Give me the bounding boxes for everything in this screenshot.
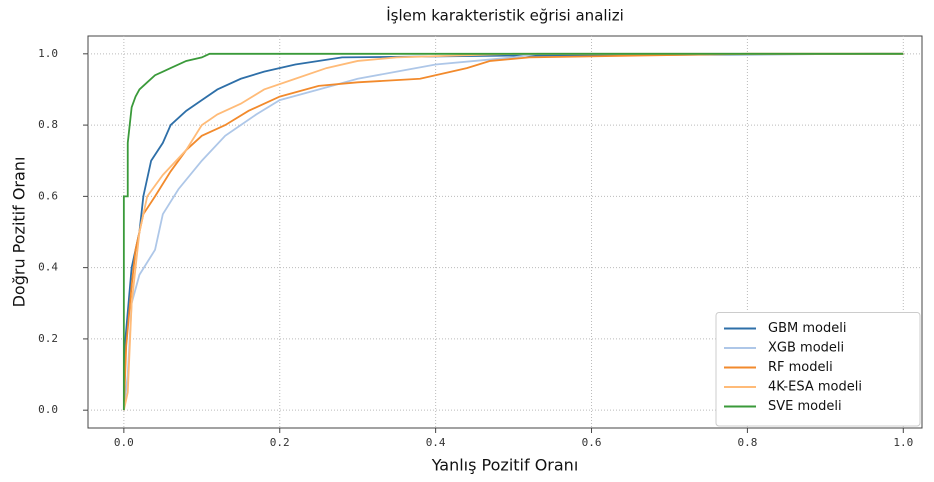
roc-line bbox=[122, 52, 904, 411]
y-tick-label: 0.8 bbox=[38, 118, 58, 131]
y-tick-label: 0.6 bbox=[38, 189, 58, 202]
x-tick-label: 1.0 bbox=[893, 436, 913, 449]
legend-label: GBM modeli bbox=[768, 321, 846, 336]
x-tick-label: 0.4 bbox=[426, 436, 446, 449]
chart-title: İşlem karakteristik eğrisi analizi bbox=[386, 6, 624, 25]
y-tick-label: 0.2 bbox=[38, 332, 58, 345]
y-tick-label: 0.0 bbox=[38, 403, 58, 416]
y-tick-label: 1.0 bbox=[38, 47, 58, 60]
y-axis-label: Doğru Pozitif Oranı bbox=[10, 157, 29, 308]
roc-line bbox=[122, 52, 904, 411]
x-tick-label: 0.8 bbox=[737, 436, 757, 449]
y-tick-label: 0.4 bbox=[38, 261, 58, 274]
legend-label: RF modeli bbox=[768, 360, 833, 375]
legend-box bbox=[715, 312, 921, 427]
x-axis-label: Yanlış Pozitif Oranı bbox=[431, 456, 579, 475]
legend-label: XGB modeli bbox=[768, 341, 844, 356]
x-tick-label: 0.0 bbox=[114, 436, 134, 449]
roc-line bbox=[122, 52, 904, 411]
roc-line bbox=[122, 52, 904, 411]
legend: GBM modeli XGB modeli RF modeli 4K-ESA mode… bbox=[715, 312, 921, 427]
x-tick-label: 0.2 bbox=[270, 436, 290, 449]
x-tick-label: 0.6 bbox=[582, 436, 602, 449]
legend-label: SVE modeli bbox=[768, 399, 842, 414]
legend-label: 4K-ESA modeli bbox=[768, 380, 862, 395]
